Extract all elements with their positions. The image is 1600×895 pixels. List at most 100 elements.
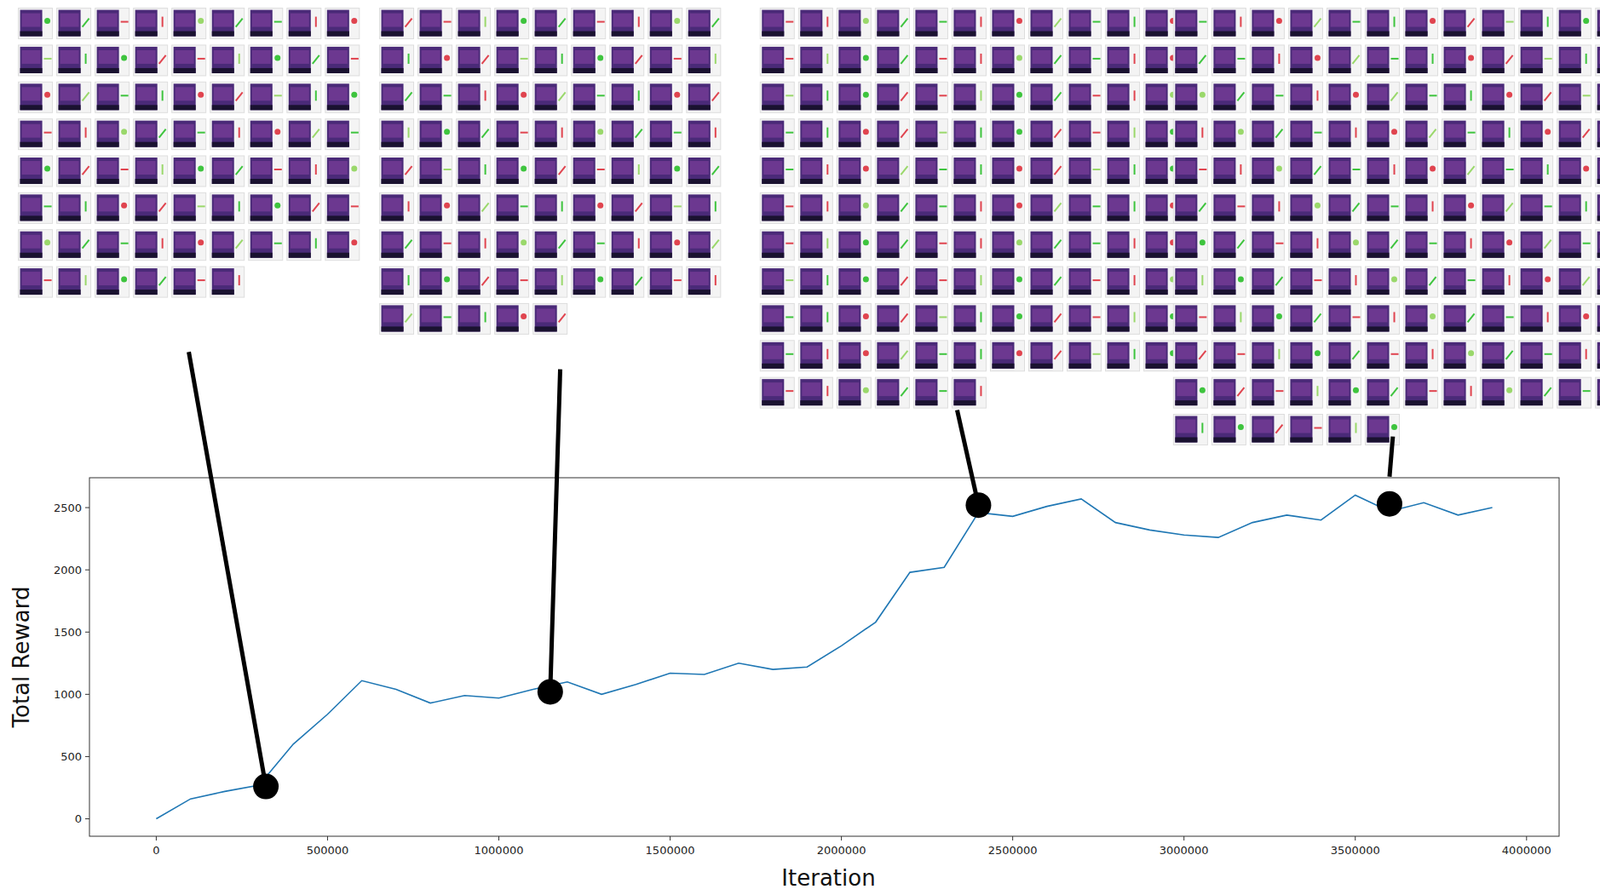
thumbnail (379, 230, 415, 261)
thumbnail-image (535, 83, 558, 110)
thumbnail-detail (915, 326, 938, 332)
thumbnail-detail (327, 178, 350, 185)
thumbnail-detail (535, 104, 558, 110)
thumbnail-action (863, 387, 870, 394)
thumbnail-image (800, 83, 823, 110)
thumbnail-detail (58, 215, 81, 221)
thumbnail-action (1093, 316, 1101, 318)
thumbnail-image (212, 268, 235, 295)
thumbnail-detail (651, 13, 671, 28)
thumbnail (1442, 192, 1477, 224)
thumbnail-detail (420, 142, 443, 148)
thumbnail-image (1597, 120, 1600, 148)
thumbnail-frame (913, 155, 948, 187)
thumbnail (951, 155, 986, 187)
thumbnail-detail (1559, 104, 1582, 110)
thumbnail-detail (690, 13, 709, 28)
thumbnail-action (1201, 127, 1203, 139)
thumbnail-detail (1251, 215, 1274, 221)
thumbnail-image (876, 268, 899, 295)
thumbnail (418, 303, 453, 334)
thumbnail-frame (379, 45, 415, 76)
thumbnail-image (496, 305, 519, 332)
thumbnail-detail (60, 235, 80, 249)
thumbnail (1029, 8, 1064, 40)
thumbnail-image (535, 194, 558, 221)
thumbnail-action (900, 166, 908, 175)
thumbnail-detail (1145, 178, 1169, 185)
thumbnail-action (235, 240, 243, 249)
thumbnail-action (673, 166, 680, 173)
thumbnail (325, 45, 360, 76)
thumbnail-detail (953, 289, 976, 295)
thumbnail-detail (1030, 326, 1054, 332)
thumbnail-action (1016, 276, 1023, 283)
thumbnail-detail (98, 86, 118, 101)
thumbnail-detail (1107, 289, 1130, 295)
thumbnail-frame (248, 192, 283, 224)
thumbnail-frame (248, 230, 283, 261)
thumbnail-image (800, 157, 823, 185)
thumbnail-detail (1482, 215, 1505, 221)
thumbnail-image (288, 120, 311, 148)
thumbnail-frame (418, 192, 453, 224)
thumbnail-detail (1109, 13, 1129, 28)
thumbnail-detail (1520, 215, 1543, 221)
thumbnail-image (1559, 10, 1582, 37)
thumbnail-frame (1442, 8, 1477, 40)
thumbnail-detail (327, 104, 350, 110)
thumbnail (1029, 266, 1064, 298)
thumbnail-action (120, 94, 129, 97)
thumbnail (1365, 81, 1400, 113)
thumbnail-detail (916, 235, 936, 249)
thumbnail-frame (1211, 81, 1246, 113)
thumbnail (1173, 45, 1208, 76)
thumbnail-action (1133, 275, 1136, 286)
thumbnail-frame (759, 119, 795, 150)
thumbnail-image (953, 10, 976, 37)
thumbnail-frame (210, 8, 245, 40)
thumbnail-image (250, 46, 273, 74)
thumbnail-detail (252, 124, 271, 139)
thumbnail-detail (1405, 178, 1428, 185)
thumbnail-image (1251, 120, 1274, 148)
thumbnail-action (1198, 55, 1206, 64)
thumbnail-detail (1329, 161, 1349, 175)
thumbnail-detail (993, 50, 1013, 64)
thumbnail (951, 266, 986, 298)
thumbnail-detail (876, 326, 899, 332)
thumbnail (1211, 119, 1246, 150)
thumbnail (1211, 192, 1246, 224)
thumbnail-detail (800, 215, 823, 221)
thumbnail-image (1213, 10, 1236, 37)
thumbnail (379, 8, 415, 40)
thumbnail-detail (801, 86, 821, 101)
thumbnail-detail (212, 253, 235, 259)
thumbnail-detail (98, 50, 118, 64)
thumbnail-detail (213, 271, 233, 286)
thumbnail-detail (1599, 124, 1600, 139)
thumbnail-detail (381, 253, 404, 259)
thumbnail-frame (874, 192, 910, 224)
thumbnail-detail (421, 86, 441, 101)
thumbnail-image (1107, 46, 1130, 74)
thumbnail (836, 119, 871, 150)
thumbnail-detail (1147, 124, 1167, 139)
thumbnail-frame (1595, 81, 1600, 113)
thumbnail-detail (955, 308, 974, 323)
thumbnail-frame (951, 340, 986, 372)
thumbnail-detail (993, 13, 1013, 28)
thumbnail-image (250, 231, 273, 259)
thumbnail-action (900, 92, 908, 101)
thumbnail-action (197, 205, 206, 208)
thumbnail-detail (1176, 124, 1196, 139)
thumbnail (1480, 81, 1515, 113)
thumbnail-action (82, 240, 90, 249)
thumbnail (836, 155, 871, 187)
thumbnail-image (761, 231, 784, 259)
thumbnail-frame (379, 192, 415, 224)
thumbnail-detail (1367, 215, 1390, 221)
thumbnail (648, 8, 683, 40)
thumbnail-detail (1482, 31, 1505, 37)
thumbnail-detail (536, 197, 556, 212)
